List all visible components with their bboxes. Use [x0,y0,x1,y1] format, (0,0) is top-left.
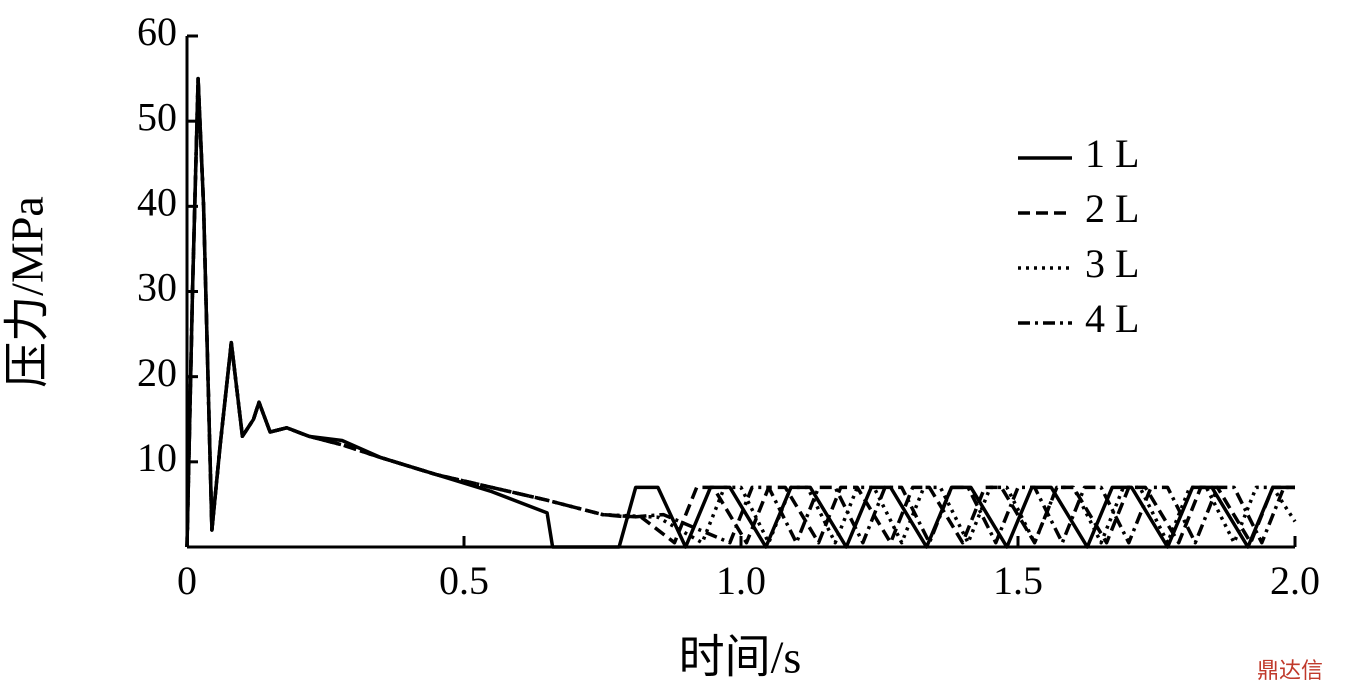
y-tick-label: 40 [137,180,177,225]
watermark: 鼎达信 [1257,659,1323,684]
y-tick-label: 50 [137,94,177,139]
x-tick-label: 1.5 [993,558,1043,603]
legend-label: 3 L [1085,241,1139,286]
y-tick-label: 10 [137,435,177,480]
x-tick-label: 0 [177,558,197,603]
y-tick-label: 20 [137,350,177,395]
legend-label: 2 L [1085,186,1139,231]
series-line [185,76,1295,548]
y-tick-label: 30 [137,265,177,310]
y-tick-label: 60 [137,9,177,54]
x-tick-label: 1.0 [716,558,766,603]
legend-label: 1 L [1085,131,1139,176]
x-axis-label: 时间/s [679,632,802,683]
y-axis-label: 压力/MPa [2,196,53,388]
legend-label: 4 L [1085,296,1139,341]
x-tick-label: 0.5 [439,558,489,603]
x-tick-label: 2.0 [1270,558,1320,603]
